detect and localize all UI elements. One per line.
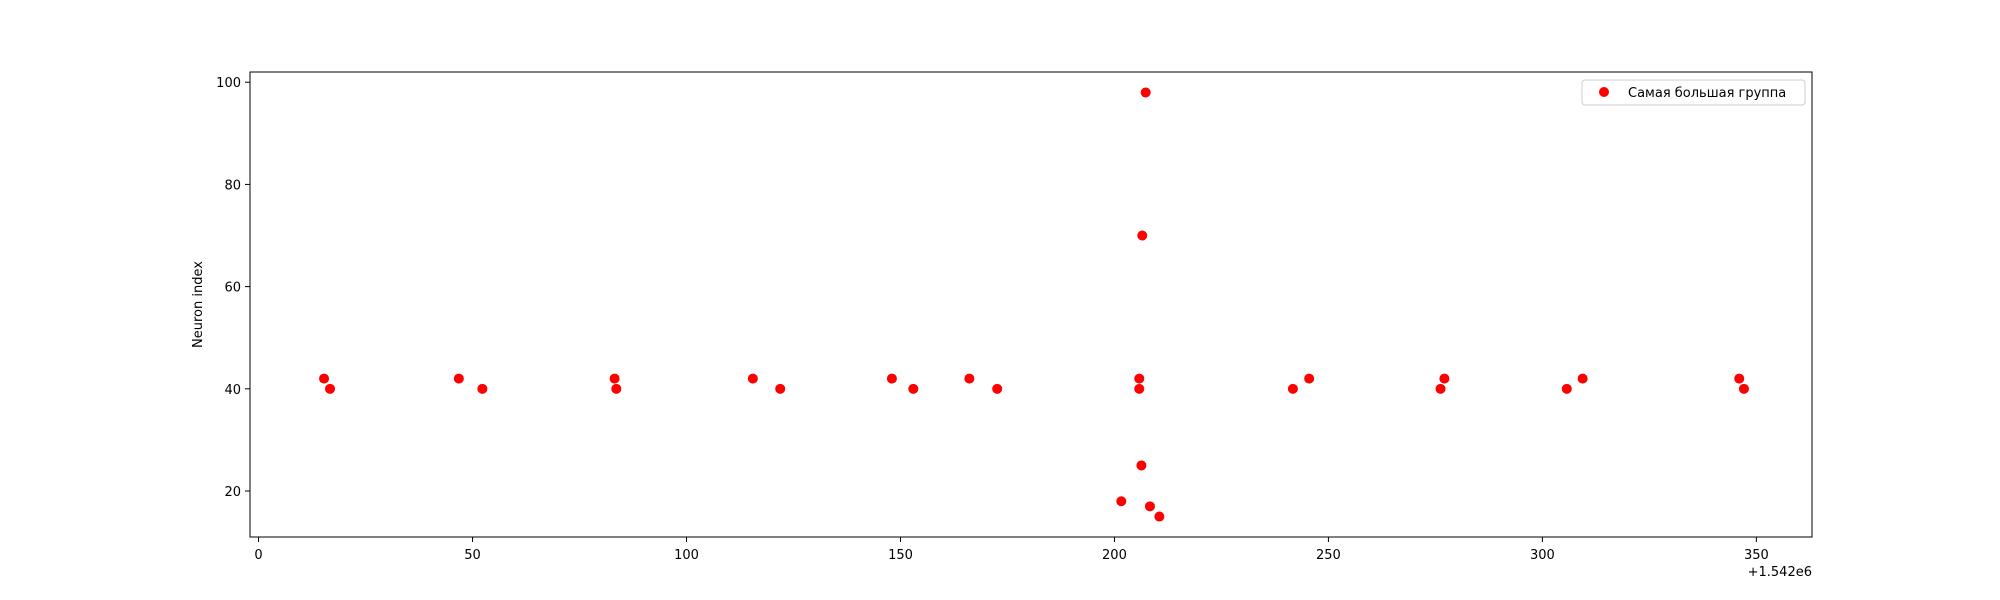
legend-marker	[1599, 87, 1609, 97]
data-point	[477, 383, 488, 394]
data-point	[1577, 373, 1588, 384]
points-layer	[319, 87, 1749, 522]
legend: Самая большая группа	[1581, 79, 1806, 106]
y-tick-label: 40	[224, 383, 241, 398]
data-point	[1136, 460, 1147, 471]
y-axis-label: Neuron index	[191, 261, 206, 348]
data-point	[609, 373, 620, 384]
data-point	[1140, 87, 1151, 98]
data-point	[886, 373, 897, 384]
x-tick-label: 350	[1744, 548, 1769, 563]
data-point	[1116, 496, 1127, 507]
x-axis: 0 50 100 150 200 250 300 350	[254, 537, 1769, 563]
x-tick-label: 100	[674, 548, 699, 563]
data-point	[611, 383, 622, 394]
data-point	[1144, 501, 1155, 512]
data-point	[453, 373, 464, 384]
data-point	[908, 383, 919, 394]
data-point	[1137, 230, 1148, 241]
y-tick-label: 20	[224, 485, 241, 500]
data-point	[747, 373, 758, 384]
data-point	[1134, 383, 1145, 394]
x-tick-label: 50	[464, 548, 481, 563]
data-point	[1734, 373, 1745, 384]
data-point	[1439, 373, 1450, 384]
data-point	[1738, 383, 1749, 394]
x-tick-label: 200	[1102, 548, 1127, 563]
x-tick-label: 250	[1316, 548, 1341, 563]
x-axis-offset-label: +1.542e6	[1748, 565, 1812, 580]
data-point	[1134, 373, 1145, 384]
y-tick-label: 80	[224, 178, 241, 193]
data-point	[1435, 383, 1446, 394]
y-tick-label: 100	[216, 76, 241, 91]
data-point	[775, 383, 786, 394]
data-point	[964, 373, 975, 384]
data-point	[319, 373, 330, 384]
x-tick-label: 150	[888, 548, 913, 563]
legend-label: Самая большая группа	[1628, 86, 1786, 101]
x-tick-label: 300	[1530, 548, 1555, 563]
data-point	[1287, 383, 1298, 394]
data-point	[1304, 373, 1315, 384]
x-tick-label: 0	[254, 548, 262, 563]
data-point	[1561, 383, 1572, 394]
data-point	[1154, 511, 1165, 522]
y-axis: 20 40 60 80 100	[216, 76, 250, 500]
data-point	[325, 383, 336, 394]
y-tick-label: 60	[224, 281, 241, 296]
data-point	[992, 383, 1003, 394]
plot-area-frame	[249, 71, 1813, 538]
legend-box	[1581, 79, 1806, 106]
